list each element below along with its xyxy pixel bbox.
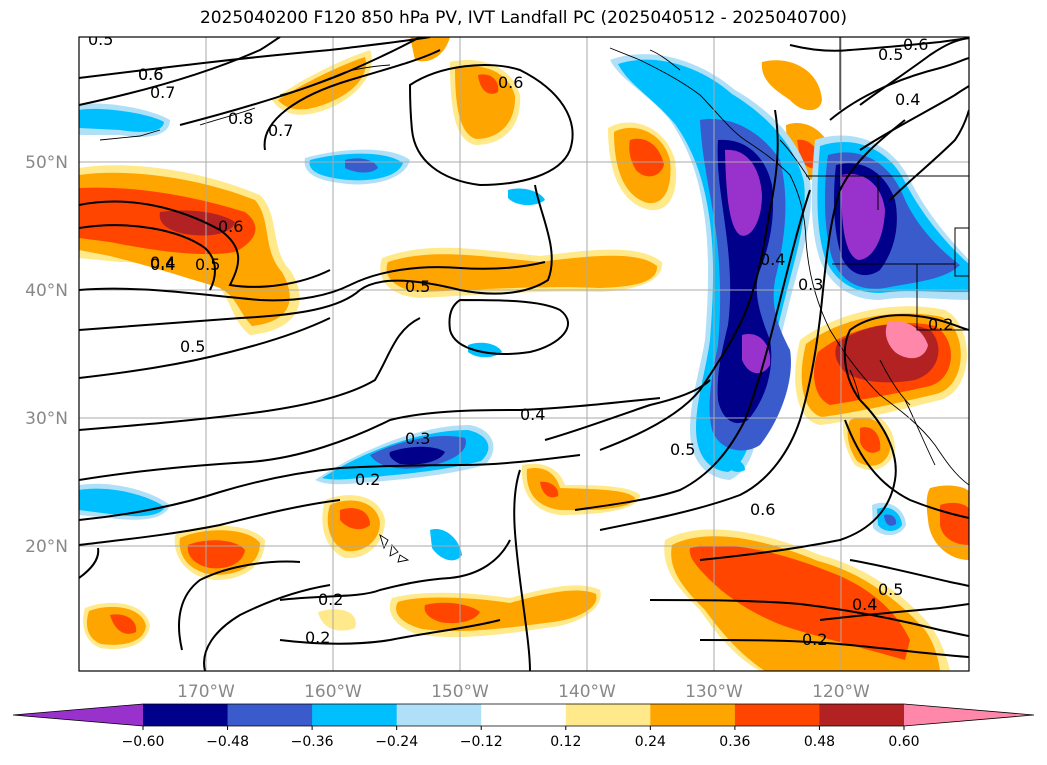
contour-label: 0.6 <box>138 65 163 84</box>
colorbar-extend-high <box>904 704 1034 726</box>
contour-label: 0.2 <box>318 590 343 609</box>
contour-label: 0.6 <box>218 217 243 236</box>
lat-label: 20°N <box>25 537 68 557</box>
lon-label: 160°W <box>304 682 362 702</box>
contour-label: 0.5 <box>405 277 430 296</box>
pv-contours <box>79 37 969 671</box>
colorbar-tick-label: 0.12 <box>550 734 581 750</box>
contour-label: 0.7 <box>150 83 175 102</box>
lon-label: 170°W <box>177 682 235 702</box>
colorbar-segment <box>565 704 651 726</box>
colorbar-segment <box>481 704 567 726</box>
colorbar-segment <box>819 704 905 726</box>
colorbar-tick-label: −0.24 <box>375 734 418 750</box>
colorbar-segment <box>734 704 820 726</box>
lon-label: 130°W <box>685 682 743 702</box>
contour-label: 0.2 <box>355 470 380 489</box>
contour-label: 0.2 <box>305 628 330 647</box>
lat-label: 30°N <box>25 409 68 429</box>
map-frame <box>78 36 970 672</box>
contour-label: 0.6 <box>750 500 775 519</box>
contour-label: 0.4 <box>852 595 877 614</box>
contour-label: 0.4 <box>520 405 545 424</box>
contour-label: 0.8 <box>228 109 253 128</box>
longitude-labels: 170°W 160°W 150°W 140°W 130°W 120°W <box>177 682 870 702</box>
contour-label: 0.4 <box>150 253 175 272</box>
colorbar-tick-label: −0.36 <box>291 734 334 750</box>
contour-label: 0.6 <box>498 73 523 92</box>
map-title: 2025040200 F120 850 hPa PV, IVT Landfall… <box>199 8 847 28</box>
contour-label: 0.5 <box>878 580 903 599</box>
lat-label: 40°N <box>25 281 68 301</box>
contour-label: 0.5 <box>670 440 695 459</box>
contour-label: 0.7 <box>268 121 293 140</box>
contour-label: 0.2 <box>802 630 827 649</box>
contour-label: 0.5 <box>195 255 220 274</box>
anomaly-shading <box>79 37 969 671</box>
contour-label: 0.5 <box>88 30 113 49</box>
colorbar-tick-label: 0.24 <box>635 734 666 750</box>
colorbar-segment <box>143 704 229 726</box>
contour-label: 0.4 <box>895 90 920 109</box>
colorbar-extend-low <box>13 704 143 726</box>
colorbar-tick-label: −0.60 <box>122 734 165 750</box>
contour-label: 0.5 <box>180 337 205 356</box>
contour-label: 0.5 <box>878 45 903 64</box>
contour-labels: 0.5 0.6 0.7 0.8 0.7 0.6 0.6 0.5 0.4 0.6 … <box>88 30 953 649</box>
contour-label: 0.4 <box>150 255 175 274</box>
colorbar-tick-label: −0.12 <box>460 734 503 750</box>
lon-label: 140°W <box>558 682 616 702</box>
lon-label: 150°W <box>431 682 489 702</box>
colorbar-tick-label: −0.48 <box>206 734 249 750</box>
colorbar-tick-label: 0.36 <box>719 734 750 750</box>
contour-label: 0.2 <box>928 315 953 334</box>
colorbar-segment <box>227 704 313 726</box>
coastlines <box>99 47 969 563</box>
colorbar: −0.60 −0.48 −0.36 −0.24 −0.12 0.12 0.24 0.36 0.4… <box>12 703 1035 750</box>
contour-label: 0.4 <box>760 250 785 269</box>
contour-label: 0.6 <box>903 35 928 54</box>
colorbar-segment <box>312 704 398 726</box>
colorbar-segment <box>650 704 736 726</box>
contour-label: 0.6 <box>138 65 163 84</box>
boundaries <box>806 37 969 331</box>
contour-label: 0.3 <box>798 275 823 294</box>
lon-label: 120°W <box>812 682 870 702</box>
latitude-labels: 50°N 40°N 30°N 20°N <box>25 153 68 557</box>
colorbar-segment <box>396 704 482 726</box>
lat-label: 50°N <box>25 153 68 173</box>
contour-label: 0.3 <box>405 429 430 448</box>
colorbar-tick-label: 0.48 <box>804 734 835 750</box>
colorbar-tick-label: 0.60 <box>888 734 919 750</box>
